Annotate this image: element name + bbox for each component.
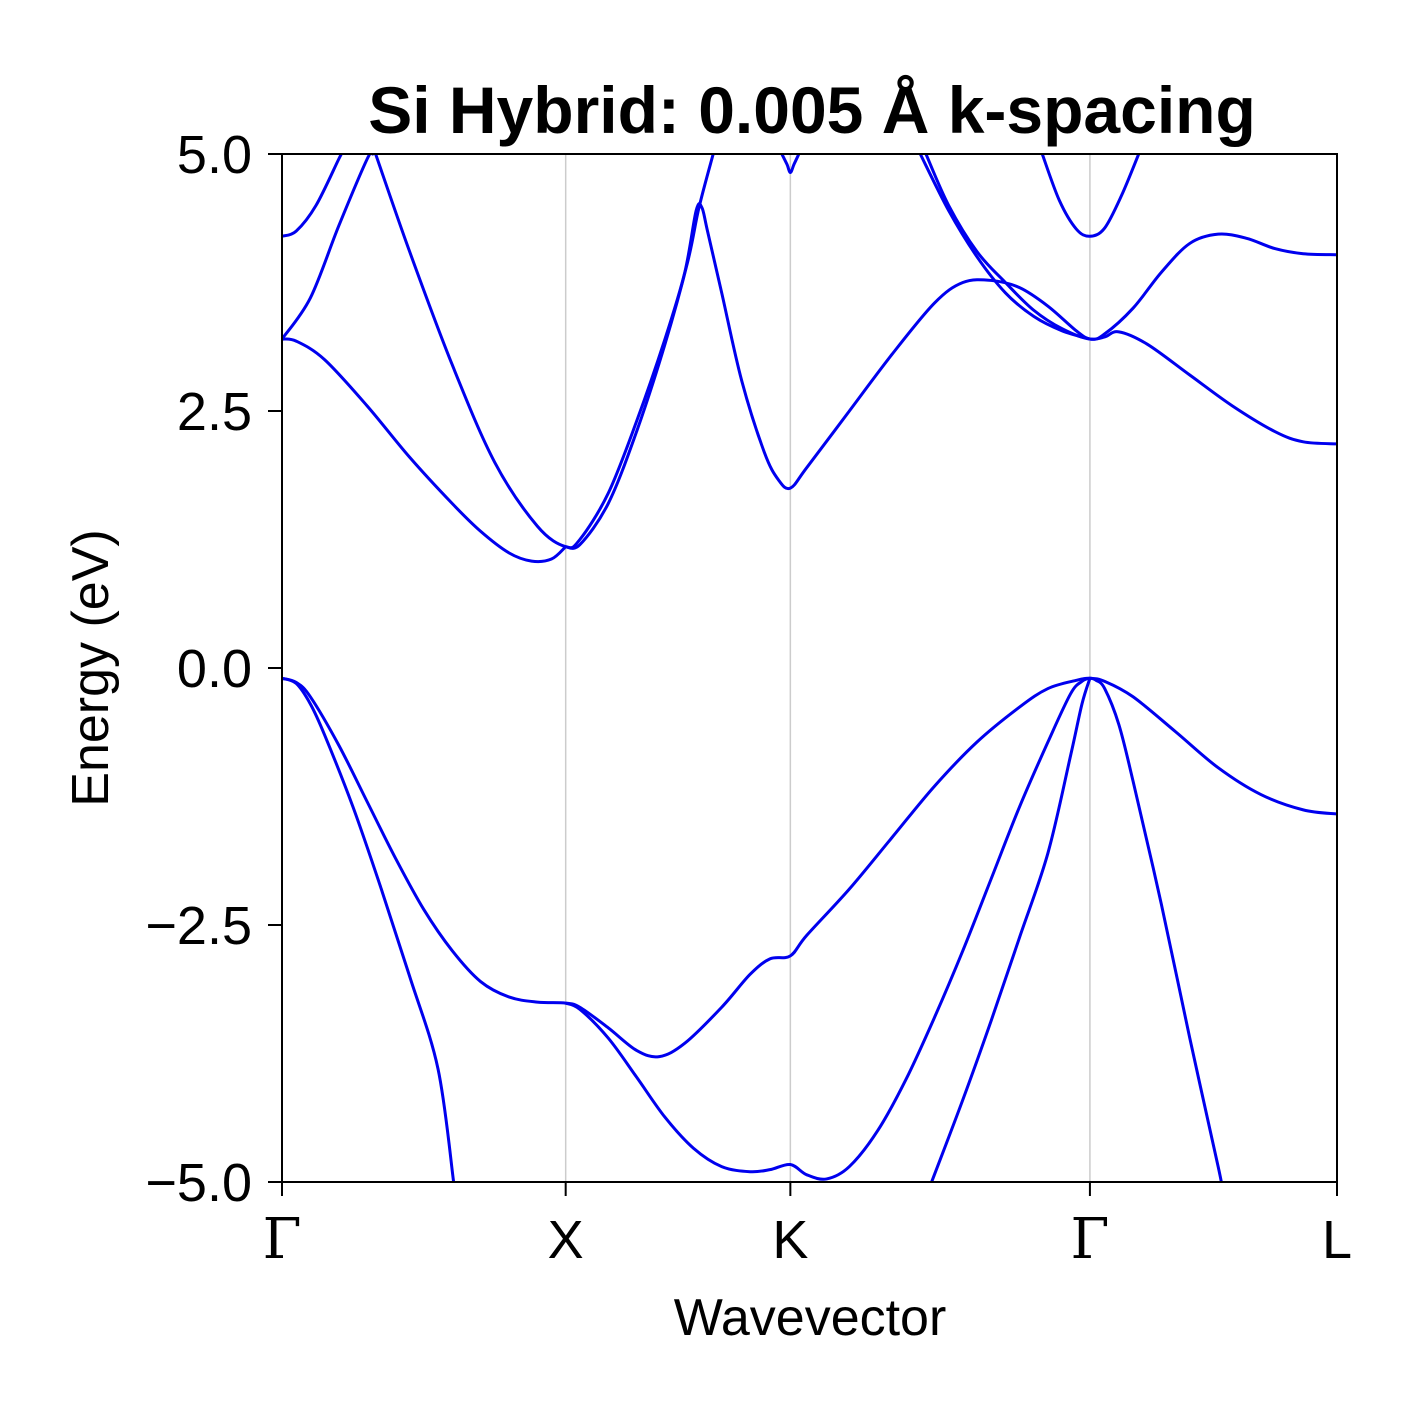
grid-lines [564,154,1091,1182]
band-line [565,154,715,550]
axis-ticks: −5.0 −2.5 0.0 2.5 5.0 Γ X K Γ L [145,125,1352,1272]
y-tick-label: 2.5 [177,382,252,442]
x-tick-label: X [548,1210,584,1270]
band-line [918,154,1091,341]
band-line [924,154,1337,341]
band-line [1040,154,1141,238]
band-line [282,676,456,1182]
band-line [282,337,567,564]
x-tick-label: K [772,1210,808,1270]
band-line [374,154,1337,550]
band-line [565,676,1223,1182]
y-axis-label: Energy (eV) [62,529,120,806]
x-tick-label: Γ [263,1207,302,1272]
band-line [930,677,1092,1182]
chart-title: Si Hybrid: 0.005 Å k-spacing [368,73,1256,147]
y-tick-label: −5.0 [145,1153,252,1213]
band-line [282,154,344,238]
x-tick-label: L [1322,1210,1352,1270]
band-lines [282,154,1337,1182]
y-tick-label: −2.5 [145,896,252,956]
band-line [282,154,375,340]
y-tick-label: 5.0 [177,125,252,185]
plot-frame [281,153,1338,1183]
y-tick-label: 0.0 [177,639,252,699]
x-axis-label: Wavevector [674,1289,947,1347]
band-line [780,154,801,174]
band-line [282,676,1337,1059]
x-tick-label: Γ [1070,1207,1109,1272]
